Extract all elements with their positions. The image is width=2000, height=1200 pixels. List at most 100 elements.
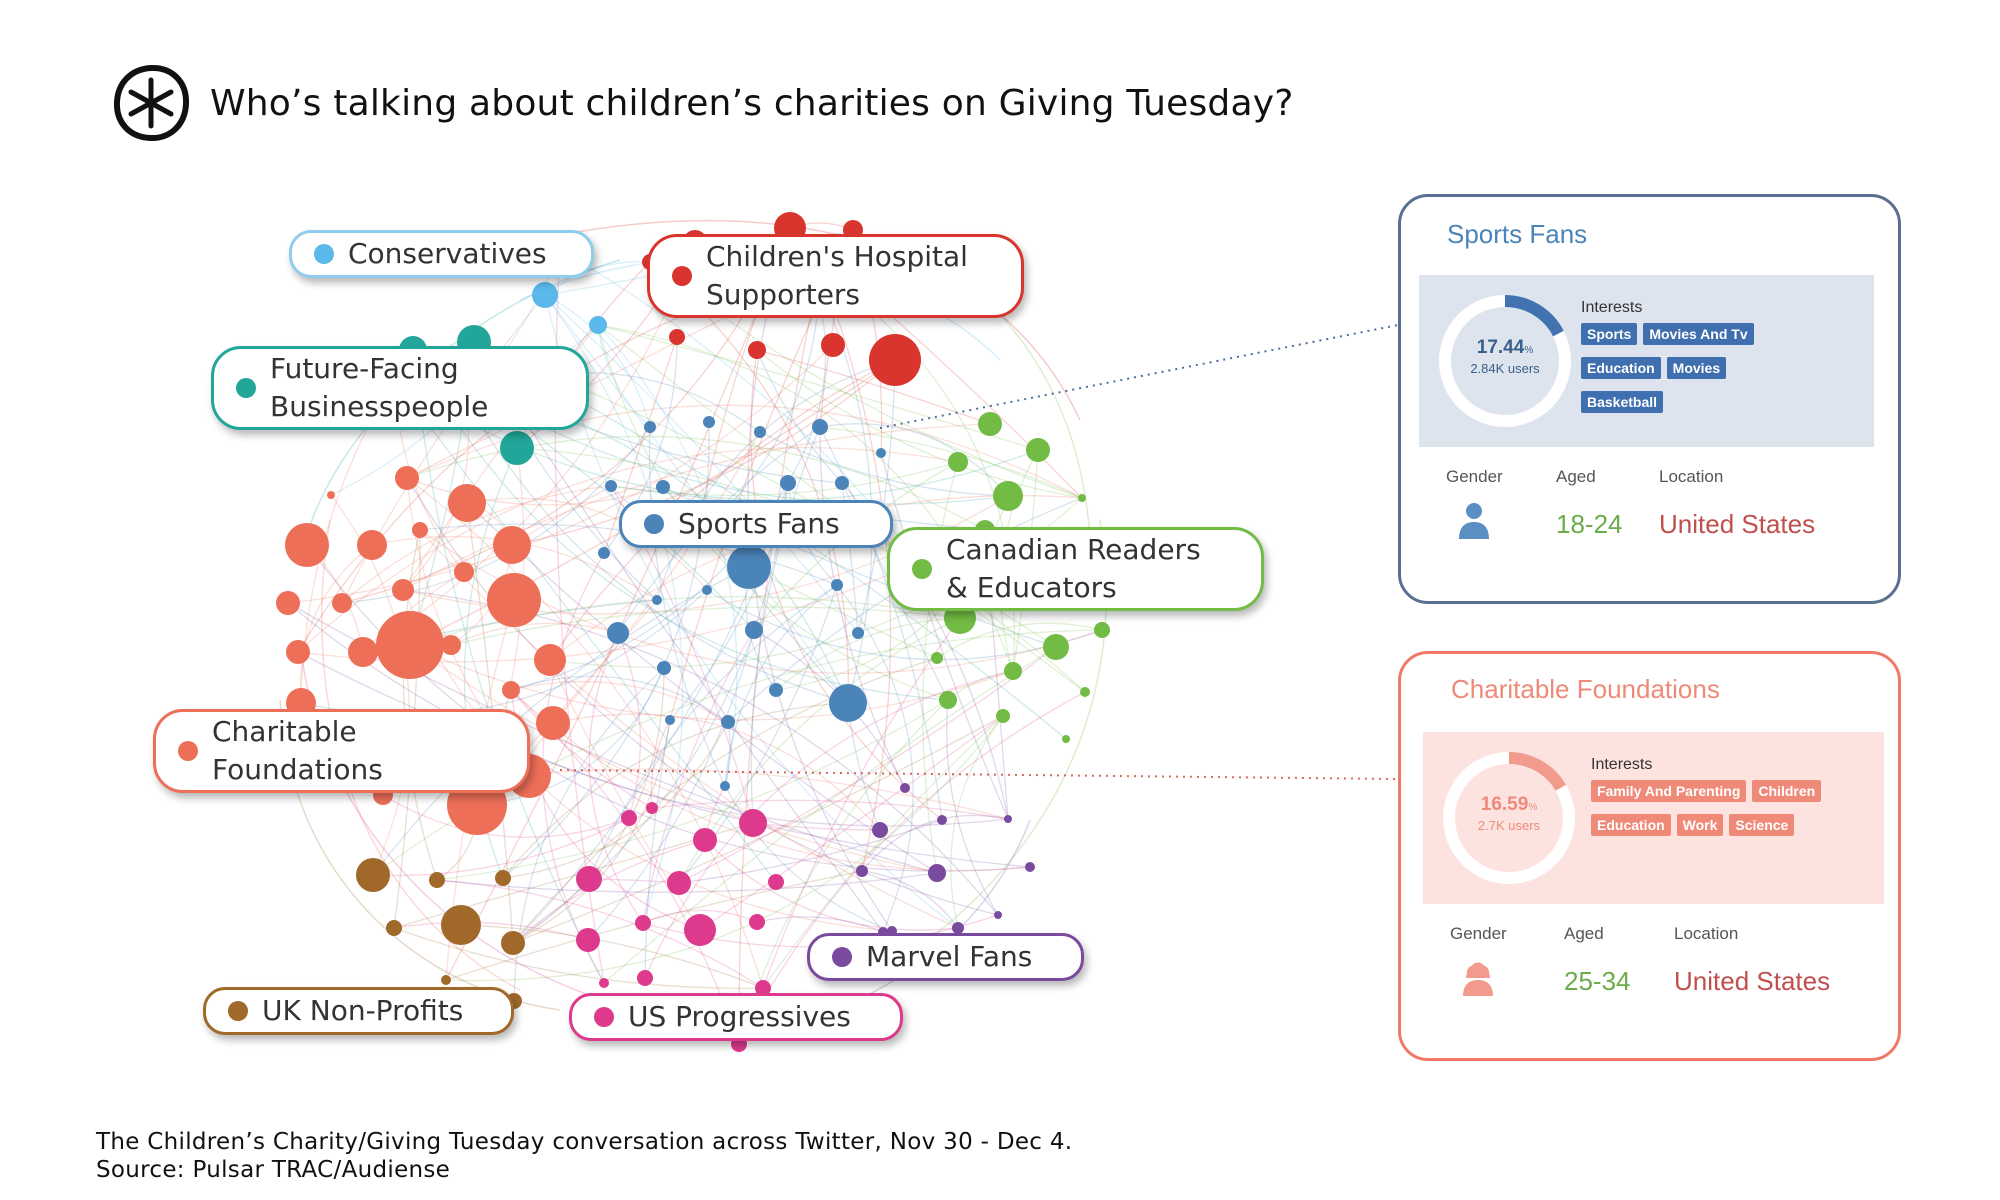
network-edge bbox=[406, 477, 664, 506]
network-edge bbox=[512, 715, 1004, 944]
network-node-us bbox=[635, 915, 651, 931]
group-dot bbox=[314, 244, 334, 264]
network-node-canadian bbox=[1026, 438, 1050, 462]
network-node-marvel bbox=[1025, 862, 1035, 872]
label-future-facing[interactable]: Future-Facing Businesspeople bbox=[211, 346, 589, 430]
network-node-canadian bbox=[996, 709, 1010, 723]
network-edge bbox=[603, 336, 678, 554]
network-node-us bbox=[739, 809, 767, 837]
network-edge bbox=[502, 421, 710, 879]
interest-tag[interactable]: Family And Parenting bbox=[1591, 780, 1747, 802]
label-sports-fans[interactable]: Sports Fans bbox=[619, 500, 893, 548]
network-node-marvel bbox=[994, 911, 1002, 919]
network-edge bbox=[748, 566, 938, 659]
network-edge bbox=[297, 269, 821, 653]
label-line-2: Foundations bbox=[212, 753, 383, 786]
network-node-charitable bbox=[448, 484, 486, 522]
footer-caption: The Children’s Charity/Giving Tuesday co… bbox=[96, 1128, 1072, 1184]
interest-tag[interactable]: Movies And Tv bbox=[1643, 323, 1754, 345]
network-edge bbox=[502, 721, 729, 879]
label-line-2: Supporters bbox=[706, 278, 861, 311]
network-edge bbox=[544, 294, 684, 924]
network-edge bbox=[759, 431, 1009, 497]
network-edge bbox=[393, 921, 589, 941]
network-edge bbox=[341, 485, 612, 604]
network-node-sports bbox=[835, 476, 849, 490]
network-node-future bbox=[500, 431, 534, 465]
network-edge bbox=[297, 447, 959, 653]
network-node-marvel bbox=[928, 864, 946, 882]
group-dot bbox=[644, 514, 664, 534]
network-edge bbox=[678, 819, 943, 884]
interest-tags: Family And Parenting Children Education … bbox=[1591, 780, 1881, 836]
network-edge bbox=[738, 269, 821, 1045]
network-node-sports bbox=[831, 579, 843, 591]
network-node-hospital bbox=[748, 341, 766, 359]
network-node-charitable bbox=[412, 522, 428, 538]
network-edge bbox=[750, 426, 821, 824]
network-node-canadian bbox=[1062, 735, 1070, 743]
label-us-progressives[interactable]: US Progressives bbox=[569, 993, 903, 1041]
gender-label: Gender bbox=[1450, 924, 1507, 943]
network-edge bbox=[511, 359, 896, 546]
sports-fans-card: Sports Fans 17.44% 2.84K users Interests… bbox=[1398, 194, 1901, 604]
network-node-sports bbox=[876, 448, 886, 458]
interest-tag[interactable]: Sports bbox=[1581, 323, 1638, 345]
network-edge bbox=[544, 294, 849, 704]
label-conservatives[interactable]: Conservatives bbox=[289, 230, 594, 278]
network-edge bbox=[412, 349, 605, 984]
network-edge bbox=[512, 482, 789, 944]
network-node-canadian bbox=[939, 691, 957, 709]
interest-tag[interactable]: Work bbox=[1676, 814, 1724, 836]
network-node-uk bbox=[441, 975, 451, 985]
interest-tag[interactable]: Movies bbox=[1666, 357, 1727, 379]
female-person-icon bbox=[1463, 962, 1493, 996]
label-canadian-readers[interactable]: Canadian Readers & Educators bbox=[887, 527, 1264, 611]
interest-tag[interactable]: Science bbox=[1729, 814, 1795, 836]
network-edge bbox=[756, 916, 884, 933]
network-node-uk bbox=[356, 858, 390, 892]
network-edge bbox=[588, 584, 838, 880]
stats-panel: 17.44% 2.84K users Interests Sports Movi… bbox=[1419, 275, 1874, 447]
label-marvel-fans[interactable]: Marvel Fans bbox=[807, 933, 1084, 981]
network-edge bbox=[382, 794, 630, 838]
group-dot bbox=[912, 559, 932, 579]
network-node-us bbox=[646, 802, 658, 814]
label-line-1: Canadian Readers bbox=[946, 533, 1201, 566]
label-uk-non-profits[interactable]: UK Non-Profits bbox=[203, 987, 514, 1035]
network-edge bbox=[648, 426, 726, 787]
network-node-us bbox=[768, 874, 784, 890]
label-charitable-foundations[interactable]: Charitable Foundations bbox=[153, 709, 530, 793]
network-node-sports bbox=[745, 621, 763, 639]
network-edge bbox=[450, 606, 961, 646]
network-node-charitable bbox=[276, 591, 300, 615]
network-node-hospital bbox=[869, 334, 921, 386]
interest-tag[interactable]: Children bbox=[1752, 780, 1822, 802]
group-dot bbox=[236, 378, 256, 398]
network-edge bbox=[880, 452, 1009, 820]
network-node-charitable bbox=[327, 491, 335, 499]
network-edge bbox=[946, 699, 999, 916]
interest-tag[interactable]: Education bbox=[1581, 357, 1661, 379]
interest-tag[interactable]: Education bbox=[1591, 814, 1671, 836]
network-edge bbox=[651, 799, 1009, 820]
label-text: Sports Fans bbox=[678, 507, 840, 540]
network-edge bbox=[762, 715, 1004, 989]
group-dot bbox=[672, 266, 692, 286]
network-node-canadian bbox=[1080, 687, 1090, 697]
network-node-sports bbox=[721, 715, 735, 729]
footer-source: Source: Pulsar TRAC/Audiense bbox=[96, 1157, 451, 1183]
network-node-us bbox=[749, 914, 765, 930]
network-edge bbox=[476, 667, 665, 806]
label-text: UK Non-Profits bbox=[262, 994, 464, 1027]
label-childrens-hospital[interactable]: Children's Hospital Supporters bbox=[647, 234, 1024, 318]
network-node-canadian bbox=[993, 481, 1023, 511]
network-edge bbox=[544, 294, 859, 634]
network-edge bbox=[588, 632, 644, 924]
charitable-foundations-card: Charitable Foundations 16.59% 2.7K users… bbox=[1398, 651, 1901, 1061]
interest-tag[interactable]: Basketball bbox=[1581, 391, 1664, 413]
network-edge bbox=[409, 644, 938, 874]
network-edge bbox=[644, 719, 671, 979]
network-edge bbox=[617, 632, 642, 819]
network-edge bbox=[610, 461, 959, 497]
